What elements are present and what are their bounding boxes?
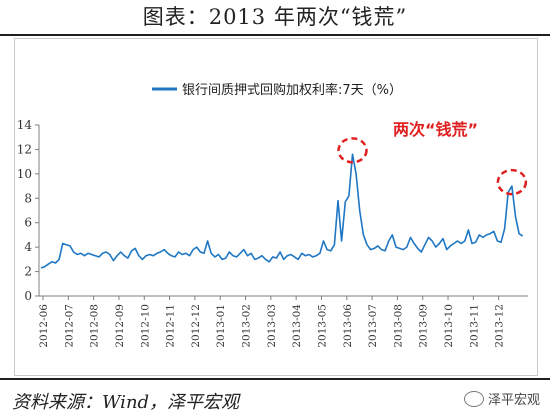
x-tick-label: 2013-08 — [392, 304, 404, 348]
x-tick-label: 2012-07 — [63, 304, 75, 348]
x-tick-label: 2013-05 — [316, 304, 328, 348]
series-line — [40, 153, 524, 269]
legend-label: 银行间质押式回购加权利率:7天（%） — [182, 82, 402, 98]
x-tick-label: 2013-11 — [468, 304, 480, 348]
source-footer: 资料来源：Wind，泽平宏观 泽平宏观 — [0, 378, 550, 420]
y-tick-label: 0 — [24, 289, 32, 303]
peak-marker-june — [337, 137, 368, 164]
x-tick-label: 2013-12 — [494, 304, 506, 348]
x-tick-label: 2013-09 — [418, 304, 430, 348]
y-tick-label: 6 — [24, 216, 32, 230]
watermark: 泽平宏观 — [463, 389, 540, 408]
y-tick-label: 8 — [24, 191, 32, 205]
x-tick-label: 2012-10 — [139, 304, 151, 348]
source-text: 资料来源：Wind，泽平宏观 — [12, 392, 240, 413]
chart-title: 图表：2013 年两次“钱荒” — [0, 0, 550, 36]
x-tick-label: 2012-11 — [165, 304, 177, 348]
peak-marker-december — [496, 168, 528, 196]
x-tick-label: 2013-07 — [367, 304, 379, 348]
x-tick-label: 2013-06 — [342, 304, 354, 348]
wechat-icon — [463, 390, 484, 407]
x-tick-label: 2013-02 — [241, 304, 253, 348]
x-tick-label: 2012-06 — [38, 304, 50, 348]
x-tick-label: 2012-09 — [114, 304, 126, 348]
y-tick-label: 4 — [24, 240, 32, 254]
annotation-label: 两次“钱荒” — [393, 120, 478, 139]
x-tick-label: 2013-04 — [291, 304, 303, 348]
y-tick-label: 12 — [17, 142, 32, 156]
watermark-text: 泽平宏观 — [487, 393, 540, 408]
x-tick-label: 2012-12 — [190, 304, 202, 348]
x-tick-label: 2012-08 — [89, 304, 101, 348]
y-tick-label: 14 — [17, 118, 33, 132]
chart-area: 银行间质押式回购加权利率:7天（%） 0 2 4 6 8 10 12 14 2012-06 2012… — [14, 38, 538, 376]
x-tick-label: 2013-01 — [215, 304, 227, 348]
line-chart: 银行间质押式回购加权利率:7天（%） 0 2 4 6 8 10 12 14 2012-06 2012… — [17, 82, 528, 348]
y-tick-label: 2 — [24, 265, 32, 279]
y-tick-label: 10 — [17, 167, 32, 181]
x-tick-label: 2013-03 — [266, 304, 278, 348]
x-tick-label: 2013-10 — [443, 304, 455, 348]
